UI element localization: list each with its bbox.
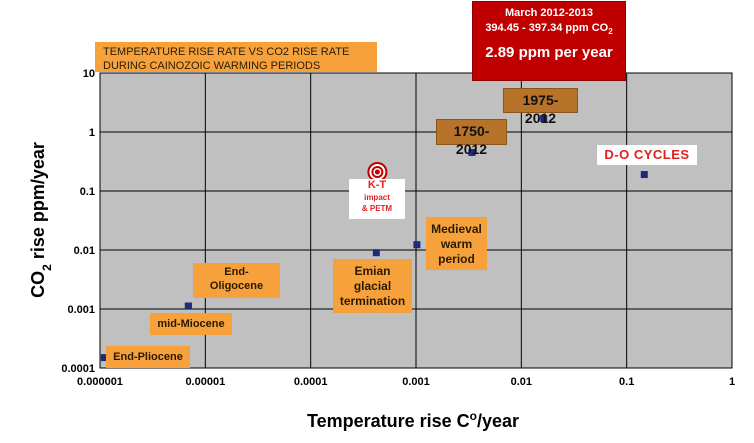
point-k-t-impact-petm (367, 161, 388, 182)
x-tick-labels: 0.000001 0.00001 0.0001 0.001 0.01 0.1 1 (77, 376, 735, 388)
point-end-pliocene (100, 354, 108, 362)
label-do-cycles: D-O CYCLES (597, 145, 697, 165)
end-oligocene-line-2: Oligocene (209, 279, 264, 292)
point-1975-2012 (540, 114, 548, 122)
label-emian: Emian glacial termination (333, 259, 412, 313)
march-box-line-1: March 2012-2013 (504, 7, 594, 19)
x-tick-label: 0.01 (511, 376, 532, 388)
y-tick-labels: 0.0001 0.001 0.01 0.1 1 10 (61, 68, 95, 375)
x-tick-label: 0.00001 (185, 376, 225, 388)
emian-line-2: glacial (353, 279, 392, 293)
label-kt-petm: K-T impact & PETM (349, 179, 405, 219)
x-axis-title: Temperature rise Co/year (307, 409, 519, 431)
x-tick-label: 0.0001 (294, 376, 328, 388)
y-tick-label: 0.01 (74, 245, 95, 257)
medieval-line-3: period (438, 252, 475, 266)
emian-line-1: Emian (354, 264, 391, 278)
y-tick-label: 0.001 (67, 304, 95, 316)
emian-line-3: termination (339, 294, 406, 308)
y-tick-label: 1 (89, 127, 95, 139)
data-points (100, 114, 648, 362)
label-1750-2012: 1750-2012 (436, 119, 507, 157)
end-oligocene-line-1: End- (224, 266, 249, 278)
point-emian-glacial-termination (372, 249, 380, 257)
y-tick-label: 0.1 (80, 186, 95, 198)
medieval-line-2: warm (440, 237, 473, 251)
kt-line-1: K-T (367, 179, 387, 191)
chart-title: TEMPERATURE RISE RATE VS CO2 RISE RATE D… (95, 42, 377, 72)
medieval-line-1: Medieval (431, 222, 482, 236)
label-mid-miocene: mid-Miocene (150, 313, 232, 335)
y-tick-label: 10 (83, 68, 95, 80)
march-box-line-2: 394.45 - 397.34 ppm CO2 (485, 22, 613, 37)
point-1750-2012 (468, 148, 476, 156)
y-axis-title: CO2 rise ppm/year (28, 142, 54, 298)
point-medieval-warm-period (413, 241, 421, 249)
point-d-o-cycles (640, 171, 648, 179)
march-box-line-3: 2.89 ppm per year (485, 44, 613, 62)
x-tick-label: 0.000001 (77, 376, 123, 388)
x-tick-label: 0.001 (402, 376, 430, 388)
grid (99, 72, 733, 369)
label-end-oligocene: End- Oligocene (193, 263, 280, 298)
point-end-oligocene (184, 302, 192, 310)
march-2012-2013-box: March 2012-2013 394.45 - 397.34 ppm CO2 … (472, 1, 626, 81)
kt-line-3: & PETM (361, 204, 393, 213)
x-tick-label: 0.1 (619, 376, 634, 388)
label-end-pliocene: End-Pliocene (106, 346, 190, 368)
y-tick-label: 0.0001 (61, 363, 95, 375)
kt-line-2: impact (364, 193, 390, 202)
x-tick-label: 1 (729, 376, 735, 388)
label-1975-2012: 1975-2012 (503, 88, 578, 126)
label-medieval: Medieval warm period (426, 217, 487, 270)
